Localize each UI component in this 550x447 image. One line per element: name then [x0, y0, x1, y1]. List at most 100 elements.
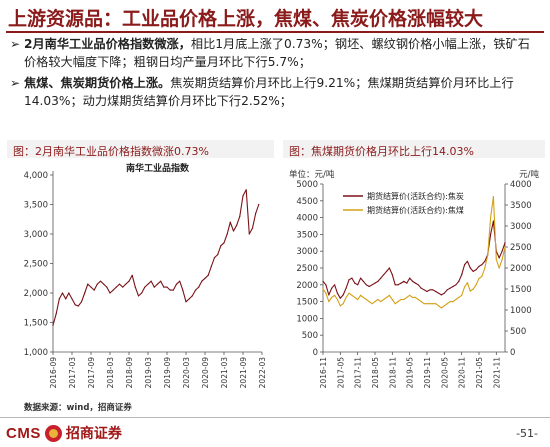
data-point [475, 284, 477, 286]
logo-name: 招商证券 [65, 426, 122, 442]
data-point [365, 298, 367, 301]
data-point [58, 298, 60, 300]
data-point [478, 277, 480, 280]
data-point [80, 301, 83, 303]
data-point [412, 296, 414, 298]
data-point [345, 296, 347, 298]
data-point [198, 286, 200, 288]
data-point [194, 289, 197, 291]
y-tick-label: 1500 [296, 298, 318, 308]
data-point [141, 292, 143, 294]
y-tick-label: 3500 [296, 230, 318, 240]
data-point [131, 274, 133, 276]
data-point [87, 283, 89, 285]
data-point [443, 292, 445, 294]
data-point [351, 294, 353, 296]
data-point [469, 290, 471, 292]
y-tick-label: 500 [302, 331, 318, 341]
data-point [339, 297, 341, 299]
x-tick-label: 2019-03 [144, 357, 153, 389]
data-point [481, 264, 483, 266]
y-right-tick-label: 1000 [510, 306, 532, 316]
data-point [446, 289, 448, 291]
data-point [336, 298, 338, 301]
data-point [443, 305, 445, 307]
x-tick-label: 2021-05 [475, 357, 484, 389]
data-point [417, 298, 419, 301]
chart-caption: 图：焦煤期货价格月环比上行14.03% [289, 145, 474, 158]
x-tick-label: 2017-11 [354, 357, 363, 389]
legend-label: 期货结算价(活跃合约):焦煤 [367, 205, 464, 215]
data-point [122, 286, 124, 288]
data-point [397, 301, 399, 303]
data-point [191, 295, 193, 297]
y-right-tick-label: 2000 [510, 264, 532, 274]
data-point [65, 298, 67, 300]
data-point [242, 195, 244, 197]
data-point [403, 298, 405, 301]
data-point [371, 284, 373, 286]
series-line [322, 196, 506, 309]
data-point [175, 283, 178, 285]
x-tick-label: 2020-05 [440, 357, 449, 389]
data-point [52, 324, 54, 326]
data-point [409, 294, 411, 296]
x-tick-label: 2016-11 [319, 357, 328, 389]
data-point [492, 196, 494, 198]
data-point [188, 298, 190, 300]
data-point [461, 294, 463, 296]
page-number: -51- [516, 427, 538, 440]
y-tick-label: 2500 [296, 264, 318, 274]
y-axis-right-unit: 元/吨 [519, 169, 539, 180]
data-point [409, 277, 411, 279]
data-point [220, 245, 222, 247]
data-point [458, 296, 460, 298]
x-tick-label: 2022-03 [258, 357, 267, 389]
data-point [55, 313, 57, 315]
x-tick-label: 2016-09 [49, 357, 58, 389]
data-point [368, 285, 370, 288]
data-point [360, 294, 362, 296]
data-point [388, 267, 390, 269]
data-point [354, 282, 356, 284]
data-point [331, 287, 333, 289]
data-point [400, 282, 402, 284]
data-point [484, 260, 486, 262]
data-point [351, 277, 353, 279]
data-point [74, 304, 76, 306]
data-point [438, 292, 440, 294]
data-point [484, 267, 486, 269]
data-point [380, 277, 382, 279]
y-tick-label: 4000 [296, 214, 318, 224]
data-point [61, 292, 64, 294]
y-tick-label: 5000 [296, 180, 318, 190]
logo-emblem-icon [44, 424, 62, 442]
data-point [118, 283, 121, 285]
y-right-tick-label: 1500 [510, 285, 532, 295]
data-point [134, 286, 136, 288]
data-point [423, 289, 425, 291]
bullet-text: 焦煤、焦炭期货价格上涨。焦炭期货结算价月环比上行9.21%；焦煤期货结算价月环比… [24, 74, 542, 110]
data-point [328, 294, 330, 296]
footer-divider [0, 417, 550, 418]
y-tick-label: 4,000 [24, 171, 48, 181]
y-right-tick-label: 500 [510, 327, 526, 337]
x-tick-label: 2018-03 [106, 357, 115, 389]
data-point [475, 269, 477, 271]
data-point [498, 267, 500, 269]
data-point [403, 280, 405, 282]
data-point [103, 283, 105, 285]
x-tick-label: 2021-11 [492, 357, 501, 389]
data-point [368, 301, 370, 303]
data-point [226, 233, 228, 235]
y-tick-label: 1,500 [24, 319, 48, 329]
chart-panel-coal: 单位：元/吨 元/吨 0 500 1000 1500 2000 2500 3000 3500 400… [283, 140, 545, 399]
data-point [435, 290, 437, 293]
data-point [128, 280, 130, 282]
data-point [125, 283, 127, 285]
data-point [469, 267, 471, 269]
arrow-bullet-icon: ➢ [10, 37, 21, 51]
data-point [394, 284, 396, 286]
data-point [423, 303, 425, 305]
data-point [360, 277, 362, 279]
